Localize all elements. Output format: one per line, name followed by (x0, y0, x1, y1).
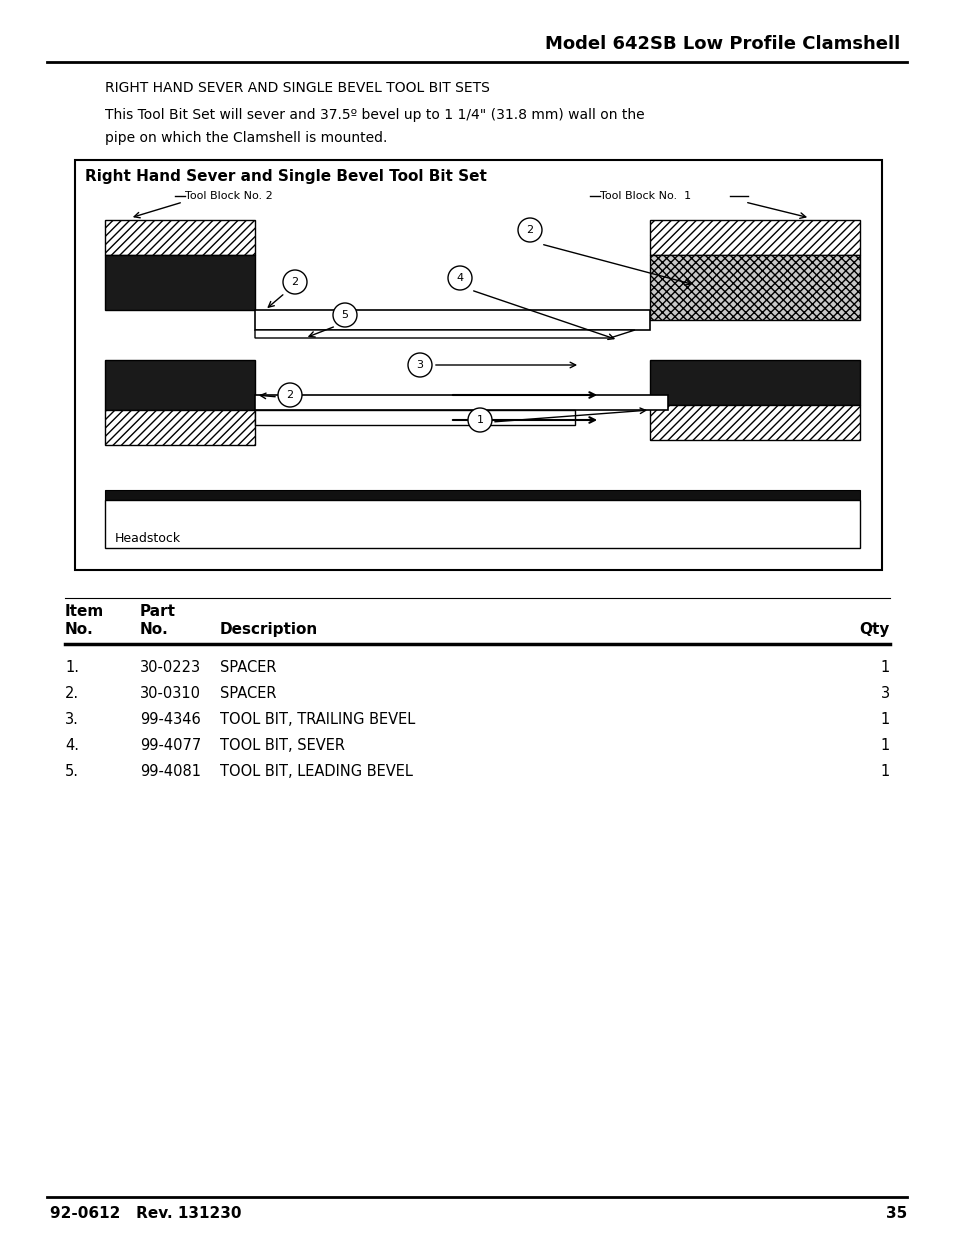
Text: 99-4077: 99-4077 (140, 739, 201, 753)
Text: TOOL BIT, SEVER: TOOL BIT, SEVER (220, 739, 345, 753)
Text: SPACER: SPACER (220, 659, 276, 676)
Text: 2: 2 (286, 390, 294, 400)
Bar (254, 310, 649, 330)
Text: 4.: 4. (65, 739, 79, 753)
Bar (105, 410, 254, 445)
Text: 1: 1 (880, 713, 889, 727)
Text: TOOL BIT, TRAILING BEVEL: TOOL BIT, TRAILING BEVEL (220, 713, 415, 727)
Bar (649, 220, 859, 254)
Text: 1: 1 (880, 764, 889, 779)
Text: 1: 1 (880, 739, 889, 753)
Text: RIGHT HAND SEVER AND SINGLE BEVEL TOOL BIT SETS: RIGHT HAND SEVER AND SINGLE BEVEL TOOL B… (105, 82, 489, 95)
Text: Part: Part (140, 604, 175, 619)
Text: pipe on which the Clamshell is mounted.: pipe on which the Clamshell is mounted. (105, 131, 387, 144)
Bar (649, 254, 859, 320)
Circle shape (408, 353, 432, 377)
Circle shape (333, 303, 356, 327)
Text: 5.: 5. (65, 764, 79, 779)
Text: Headstock: Headstock (115, 531, 181, 545)
Text: 2: 2 (526, 225, 533, 235)
Text: 1: 1 (880, 659, 889, 676)
Text: Right Hand Sever and Single Bevel Tool Bit Set: Right Hand Sever and Single Bevel Tool B… (85, 168, 486, 184)
Bar (105, 254, 254, 310)
Bar (105, 359, 254, 410)
Text: Description: Description (220, 622, 318, 637)
Circle shape (283, 270, 307, 294)
Text: 1.: 1. (65, 659, 79, 676)
Text: 30-0223: 30-0223 (140, 659, 201, 676)
Text: TOOL BIT, LEADING BEVEL: TOOL BIT, LEADING BEVEL (220, 764, 413, 779)
Text: 1: 1 (476, 415, 483, 425)
Text: 92-0612   Rev. 131230: 92-0612 Rev. 131230 (50, 1205, 241, 1220)
Text: 3.: 3. (65, 713, 79, 727)
Text: Tool Block No.  1: Tool Block No. 1 (599, 191, 690, 201)
Bar (105, 220, 254, 254)
Text: Item: Item (65, 604, 104, 619)
Circle shape (448, 266, 472, 290)
Text: 35: 35 (884, 1205, 906, 1220)
Text: 99-4346: 99-4346 (140, 713, 200, 727)
Text: Model 642SB Low Profile Clamshell: Model 642SB Low Profile Clamshell (544, 35, 899, 53)
Text: 4: 4 (456, 273, 463, 283)
Bar (649, 405, 859, 440)
Text: 2: 2 (291, 277, 298, 287)
Text: SPACER: SPACER (220, 685, 276, 701)
Text: No.: No. (140, 622, 169, 637)
Text: 5: 5 (341, 310, 348, 320)
Text: 2.: 2. (65, 685, 79, 701)
Text: 99-4081: 99-4081 (140, 764, 201, 779)
Bar (254, 410, 575, 425)
Bar (105, 490, 859, 500)
Text: 3: 3 (416, 359, 423, 370)
Bar (75, 161, 882, 571)
Text: No.: No. (65, 622, 93, 637)
Circle shape (468, 408, 492, 432)
Bar (649, 359, 859, 405)
Polygon shape (254, 330, 635, 338)
Circle shape (517, 219, 541, 242)
Bar (254, 395, 667, 410)
Text: This Tool Bit Set will sever and 37.5º bevel up to 1 1/4" (31.8 mm) wall on the: This Tool Bit Set will sever and 37.5º b… (105, 107, 644, 122)
Text: 30-0310: 30-0310 (140, 685, 201, 701)
Bar (105, 500, 859, 548)
Text: Qty: Qty (859, 622, 889, 637)
Text: Tool Block No. 2: Tool Block No. 2 (185, 191, 273, 201)
Text: 3: 3 (880, 685, 889, 701)
Circle shape (277, 383, 302, 408)
